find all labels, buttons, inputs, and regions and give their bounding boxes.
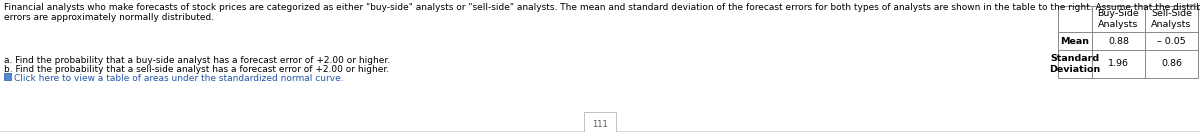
Text: – 0.05: – 0.05 <box>1157 37 1186 46</box>
Text: Click here to view a table of areas under the standardized normal curve.: Click here to view a table of areas unde… <box>14 74 343 83</box>
Text: Buy-Side
Analysts: Buy-Side Analysts <box>1098 9 1139 29</box>
Text: Mean: Mean <box>1061 37 1090 46</box>
Text: b. Find the probability that a sell-side analyst has a forecast error of +2.00 o: b. Find the probability that a sell-side… <box>4 65 389 74</box>
Text: Financial analysts who make forecasts of stock prices are categorized as either : Financial analysts who make forecasts of… <box>4 3 1200 12</box>
Text: errors are approximately normally distributed.: errors are approximately normally distri… <box>4 13 214 22</box>
Text: a. Find the probability that a buy-side analyst has a forecast error of +2.00 or: a. Find the probability that a buy-side … <box>4 56 390 65</box>
Bar <box>1058 6 1198 78</box>
Text: 0.86: 0.86 <box>1162 60 1182 69</box>
Text: □: □ <box>1188 2 1196 11</box>
Text: 111: 111 <box>592 120 608 129</box>
Bar <box>4 73 11 80</box>
Text: Standard
Deviation: Standard Deviation <box>1049 54 1100 74</box>
Text: 0.88: 0.88 <box>1108 37 1129 46</box>
Text: Sell-Side
Analysts: Sell-Side Analysts <box>1151 9 1192 29</box>
Text: 1.96: 1.96 <box>1108 60 1129 69</box>
